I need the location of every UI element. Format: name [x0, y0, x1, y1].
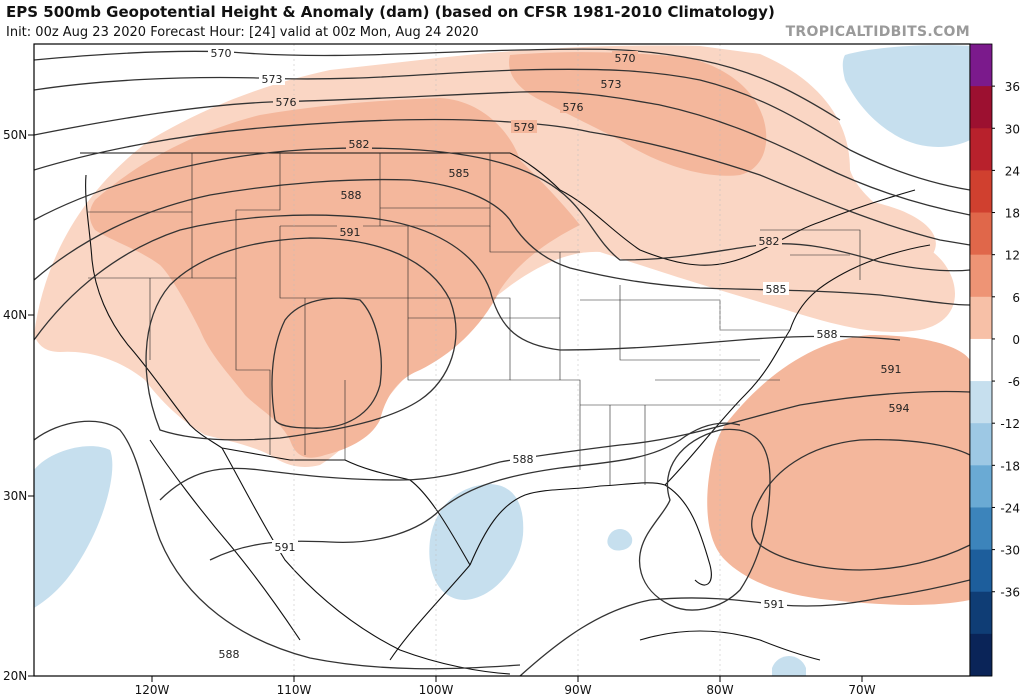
colorbar-label: -12: [1000, 417, 1020, 431]
colorbar-swatch: [970, 44, 992, 87]
contour-label-573: 573: [601, 78, 622, 91]
colorbar-swatch: [970, 381, 992, 424]
contour-label-591: 591: [881, 363, 902, 376]
colorbar-label: 12: [1005, 249, 1020, 263]
colorbar-label: 36: [1005, 80, 1020, 94]
longitude-axis: 120W 110W 100W 90W 80W 70W: [135, 676, 876, 696]
lon-label: 90W: [564, 683, 591, 696]
colorbar-label: -18: [1000, 459, 1020, 473]
lon-label: 110W: [277, 683, 312, 696]
latitude-axis: 50N 40N 30N 20N: [3, 128, 34, 683]
contour-label-591: 591: [764, 598, 785, 611]
contour-label-585: 585: [766, 283, 787, 296]
map-area: 570 570 573 573 576 576 579 582 582 585 …: [34, 44, 970, 676]
contour-label-588: 588: [513, 453, 534, 466]
contour-label-588: 588: [817, 328, 838, 341]
colorbar-label: 18: [1005, 207, 1020, 221]
state-lines: [88, 153, 861, 486]
colorbar-swatch: [970, 338, 992, 382]
positive-anomaly-northeast: [734, 192, 936, 270]
lon-label: 120W: [135, 683, 170, 696]
contour-label-570: 570: [615, 52, 636, 65]
lon-label: 100W: [419, 683, 454, 696]
contour-label-585: 585: [449, 167, 470, 180]
brand-watermark: TROPICALTIDBITS.COM: [785, 24, 970, 40]
contour-label-591: 591: [275, 541, 296, 554]
contour-label-576: 576: [276, 96, 297, 109]
lat-label: 40N: [3, 308, 27, 322]
colorbar-swatch: [970, 128, 992, 171]
negative-anomaly-northeast: [842, 45, 970, 147]
colorbar-label: -6: [1008, 375, 1020, 389]
colorbar-swatch: [970, 549, 992, 593]
map-subtitle: Init: 00z Aug 23 2020 Forecast Hour: [24…: [6, 25, 479, 40]
colorbar-label: 0: [1012, 333, 1020, 347]
colorbar-label: 30: [1005, 122, 1020, 136]
negative-anomaly-pacific: [34, 446, 113, 608]
contour-label-594: 594: [889, 402, 910, 415]
contour-label-576: 576: [563, 101, 584, 114]
positive-anomaly-canada: [509, 52, 767, 176]
colorbar-swatch: [970, 465, 992, 508]
lat-label: 30N: [3, 489, 27, 503]
contour-label-582: 582: [759, 235, 780, 248]
colorbar-swatch: [970, 212, 992, 256]
contour-label-582: 582: [349, 138, 370, 151]
colorbar-swatch: [970, 296, 992, 340]
graticule: [293, 44, 721, 676]
colorbar-label: -36: [1000, 586, 1020, 600]
contour-label-588: 588: [341, 189, 362, 202]
colorbar-label: 6: [1012, 291, 1020, 305]
positive-anomaly-core: [89, 98, 580, 458]
lon-label: 70W: [848, 683, 875, 696]
contour-label-591: 591: [340, 226, 361, 239]
colorbar-swatch: [970, 86, 992, 129]
colorbar-frame: [969, 43, 993, 677]
contour-label-573: 573: [262, 73, 283, 86]
colorbar-label: 24: [1005, 164, 1020, 178]
map-title: EPS 500mb Geopotential Height & Anomaly …: [6, 3, 775, 21]
lat-label: 20N: [3, 669, 27, 683]
colorbar-swatch: [970, 507, 992, 551]
colorbar-swatch: [970, 633, 992, 677]
lat-label: 50N: [3, 128, 27, 142]
negative-anomaly-caribbean: [772, 656, 806, 676]
contour-labels: 570 570 573 573 576 576 579 582 582 585 …: [208, 46, 912, 661]
colorbar-swatch: [970, 423, 992, 466]
colorbar-label: -24: [1000, 501, 1020, 515]
colorbar-label: -30: [1000, 544, 1020, 558]
negative-anomaly-small-gulf: [607, 529, 633, 551]
contour-label-579: 579: [514, 121, 535, 134]
colorbar: 36 30 24 18 12 6 0 -6 -12 -18 -24 -30 -36: [969, 43, 1020, 677]
contour-label-570: 570: [211, 47, 232, 60]
height-contours: [34, 48, 970, 676]
colorbar-swatch: [970, 254, 992, 298]
lon-label: 80W: [706, 683, 733, 696]
colorbar-swatch: [970, 170, 992, 214]
colorbar-swatch: [970, 591, 992, 635]
contour-label-588: 588: [219, 648, 240, 661]
